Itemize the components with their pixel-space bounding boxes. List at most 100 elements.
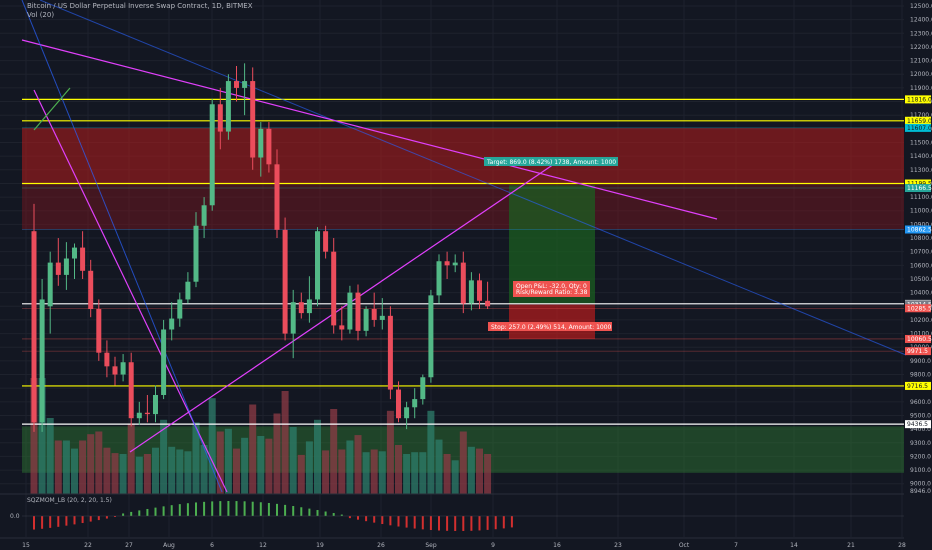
momentum-bar — [381, 516, 384, 525]
candle-body — [177, 299, 183, 319]
volume-bar — [249, 404, 257, 494]
momentum-bar — [308, 508, 311, 516]
candle-body — [128, 362, 134, 419]
candle-body — [331, 251, 337, 326]
momentum-bar — [413, 516, 416, 529]
level-tag-bg — [905, 116, 931, 125]
candle-body — [250, 81, 256, 158]
symbol-title: Bitcoin / US Dollar Perpetual Inverse Sw… — [27, 2, 253, 10]
volume-label: Vol (20) — [27, 11, 55, 19]
volume-bar — [233, 448, 240, 494]
candle-body — [242, 81, 248, 88]
momentum-bar — [494, 516, 497, 530]
momentum-bar — [73, 516, 76, 525]
stop-label-bg — [488, 322, 612, 331]
y-tick-label: 12400.0 — [910, 17, 932, 24]
y-tick-label: 11100.0 — [910, 194, 932, 201]
volume-bar — [176, 449, 184, 494]
volume-bar — [216, 431, 224, 494]
volume-bar — [273, 413, 281, 494]
volume-bar — [224, 428, 232, 494]
candle-body — [96, 309, 102, 353]
volume-bar — [289, 427, 297, 494]
level-lines — [22, 98, 904, 425]
trend-lines — [21, 0, 907, 493]
candle-body — [104, 352, 110, 367]
volume-bar — [305, 441, 313, 494]
level-tag: 11816.0 — [907, 96, 932, 103]
momentum-bar — [146, 508, 149, 516]
y-tick-label: 12100.0 — [910, 58, 932, 65]
momentum-bar — [454, 516, 457, 531]
price-axis[interactable]: 12500.0 12400.0 12300.0 12200.0 12100.0 12000… — [905, 3, 932, 495]
momentum-bar — [324, 511, 327, 516]
y-tick-label: 12300.0 — [910, 30, 932, 37]
candle-body — [460, 262, 466, 304]
volume-bar — [38, 378, 46, 494]
volume-bar — [119, 454, 127, 494]
candle-body — [485, 300, 491, 307]
candle-body — [363, 309, 369, 331]
momentum-bar — [421, 516, 424, 530]
momentum-bar — [405, 516, 408, 528]
momentum-bar — [114, 516, 116, 517]
candles — [31, 63, 491, 432]
momentum-bar — [300, 507, 303, 516]
momentum-bar — [57, 516, 60, 527]
y-tick-label: 9100.0 — [910, 467, 931, 474]
x-tick-label: 23 — [614, 542, 622, 549]
volume-bar — [192, 422, 200, 494]
volume-bar — [443, 454, 451, 494]
y-tick-label: 12200.0 — [910, 44, 932, 51]
momentum-bar — [105, 516, 108, 519]
volume-bar — [395, 445, 402, 494]
candle-body — [428, 295, 434, 378]
momentum-bar — [316, 510, 319, 516]
position-tool[interactable]: Target: 869.0 (8.42%) 1738, Amount: 1000… — [484, 157, 618, 331]
candle-body — [266, 128, 272, 165]
candle-body — [452, 262, 458, 266]
candle-body — [63, 258, 69, 275]
volume-bar — [62, 440, 70, 494]
momentum-bar — [138, 510, 141, 516]
supply-zone-lower — [22, 183, 904, 230]
candle-body — [80, 247, 86, 271]
candle-body — [477, 280, 482, 301]
momentum-bar — [470, 516, 473, 531]
candle-body — [396, 389, 401, 419]
momentum-bar — [97, 516, 100, 521]
candle-body — [55, 262, 61, 275]
candle-body — [290, 302, 296, 334]
x-tick-label: 21 — [847, 542, 855, 549]
x-tick-label: 15 — [22, 542, 30, 549]
level-tag: 9971.5 — [907, 348, 928, 355]
time-axis[interactable]: 15 22 27 Aug 6 12 19 26 Sep 9 16 23 Oct 7 14 21 28 — [0, 537, 906, 549]
momentum-bar — [486, 516, 489, 530]
candle-body — [355, 292, 361, 331]
volume-bar — [362, 452, 370, 494]
candle-body — [468, 280, 474, 304]
volume-bar — [459, 431, 467, 494]
y-tick-label: 9300.0 — [910, 440, 931, 447]
level-tag-bg — [905, 123, 931, 132]
volume-bar — [184, 451, 192, 494]
volume-bar — [330, 409, 338, 494]
momentum-bar — [462, 516, 465, 531]
momentum-bar — [227, 501, 230, 516]
y-tick-label: 11300.0 — [910, 167, 932, 174]
y-tick-label: 12000.0 — [910, 71, 932, 78]
y-tick-label: 10400.0 — [910, 290, 932, 297]
candle-body — [315, 231, 320, 300]
momentum-bar — [65, 516, 68, 526]
volume-bar — [346, 440, 354, 494]
momentum-bar — [389, 516, 392, 526]
x-tick-label: Oct — [679, 542, 690, 549]
volume-bar — [281, 391, 289, 494]
candle-body — [193, 225, 199, 282]
momentum-bar — [195, 502, 197, 516]
volume-bar — [71, 448, 78, 494]
volume-bar — [103, 447, 111, 494]
candle-body — [371, 309, 377, 320]
volume-bar — [484, 454, 492, 494]
